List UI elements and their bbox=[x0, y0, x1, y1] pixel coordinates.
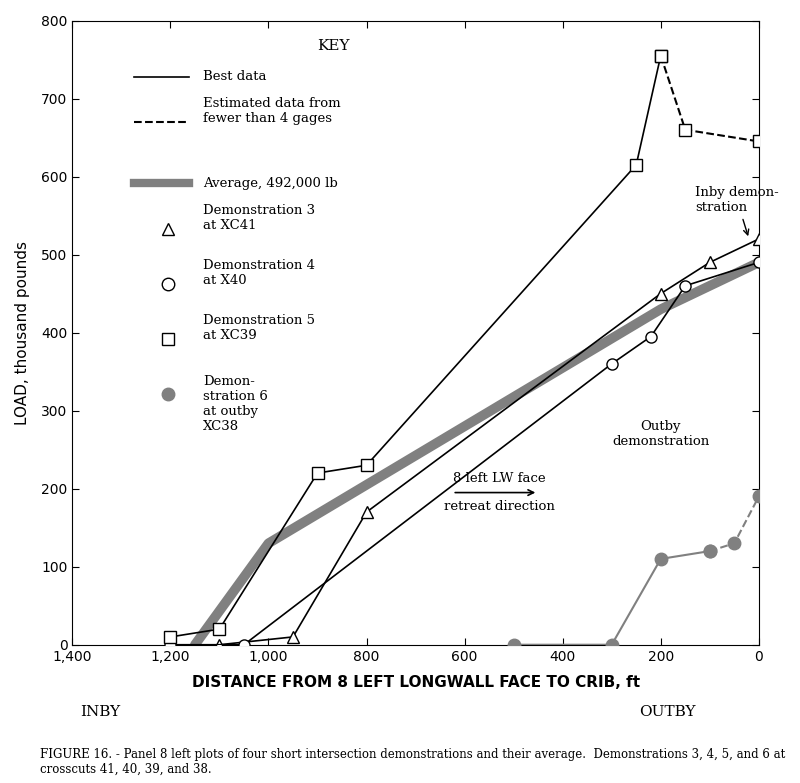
X-axis label: DISTANCE FROM 8 LEFT LONGWALL FACE TO CRIB, ft: DISTANCE FROM 8 LEFT LONGWALL FACE TO CR… bbox=[191, 675, 640, 690]
Y-axis label: LOAD, thousand pounds: LOAD, thousand pounds bbox=[15, 240, 30, 424]
Text: Inby demon-
stration: Inby demon- stration bbox=[695, 186, 779, 235]
Text: Demon-
stration 6
at outby
XC38: Demon- stration 6 at outby XC38 bbox=[202, 375, 268, 433]
Text: FIGURE 16. - Panel 8 left plots of four short intersection demonstrations and th: FIGURE 16. - Panel 8 left plots of four … bbox=[40, 748, 786, 776]
Text: 8 left LW face: 8 left LW face bbox=[453, 472, 546, 485]
Text: OUTBY: OUTBY bbox=[639, 705, 696, 720]
Text: Best data: Best data bbox=[202, 70, 266, 83]
Text: Demonstration 3
at XC41: Demonstration 3 at XC41 bbox=[202, 204, 315, 232]
Text: Average, 492,000 lb: Average, 492,000 lb bbox=[202, 177, 338, 190]
Text: Estimated data from
fewer than 4 gages: Estimated data from fewer than 4 gages bbox=[202, 97, 341, 125]
Text: Demonstration 5
at XC39: Demonstration 5 at XC39 bbox=[202, 314, 314, 341]
Text: retreat direction: retreat direction bbox=[443, 500, 554, 514]
Text: Outby
demonstration: Outby demonstration bbox=[612, 420, 710, 448]
Text: Demonstration 4
at X40: Demonstration 4 at X40 bbox=[202, 258, 314, 287]
Text: KEY: KEY bbox=[317, 39, 350, 53]
Text: INBY: INBY bbox=[80, 705, 120, 720]
